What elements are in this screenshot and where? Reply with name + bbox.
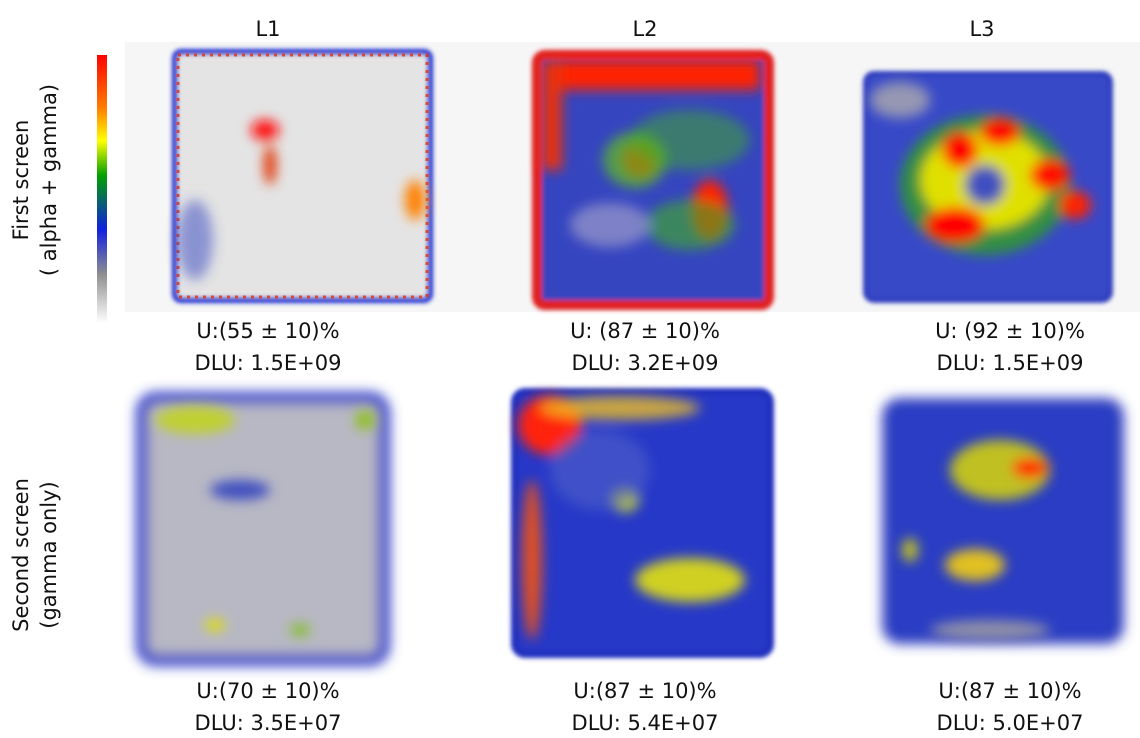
heatmap-image <box>882 398 1124 644</box>
heatmap-image <box>511 388 774 658</box>
caption-dlu: DLU: 5.0E+07 <box>937 711 1084 734</box>
heatmap-image <box>172 49 433 303</box>
column-header: L1 <box>255 17 280 41</box>
caption-u: U: (92 ± 10)% <box>935 319 1085 343</box>
caption-u: U:(70 ± 10)% <box>196 679 339 703</box>
caption-dlu: DLU: 5.4E+07 <box>572 711 719 734</box>
caption-u: U:(87 ± 10)% <box>938 679 1081 703</box>
caption-u: U:(55 ± 10)% <box>196 319 339 343</box>
heatmap-image <box>532 50 774 310</box>
heatmap-image <box>136 392 390 666</box>
row-label: First screen <box>9 120 33 241</box>
caption-dlu: DLU: 3.5E+07 <box>195 711 342 734</box>
caption-dlu: DLU: 1.5E+09 <box>195 351 342 375</box>
caption-dlu: DLU: 1.5E+09 <box>937 351 1084 375</box>
color-bar <box>97 55 107 323</box>
heatmap-image <box>863 71 1113 303</box>
caption-u: U:(87 ± 10)% <box>573 679 716 703</box>
column-header: L2 <box>632 17 657 41</box>
row-label: Second screen <box>9 478 33 632</box>
row-label: ( alpha + gamma) <box>37 84 61 276</box>
row-label: (gamma only) <box>37 481 61 628</box>
caption-u: U: (87 ± 10)% <box>570 319 720 343</box>
caption-dlu: DLU: 3.2E+09 <box>572 351 719 375</box>
column-header: L3 <box>969 17 994 41</box>
